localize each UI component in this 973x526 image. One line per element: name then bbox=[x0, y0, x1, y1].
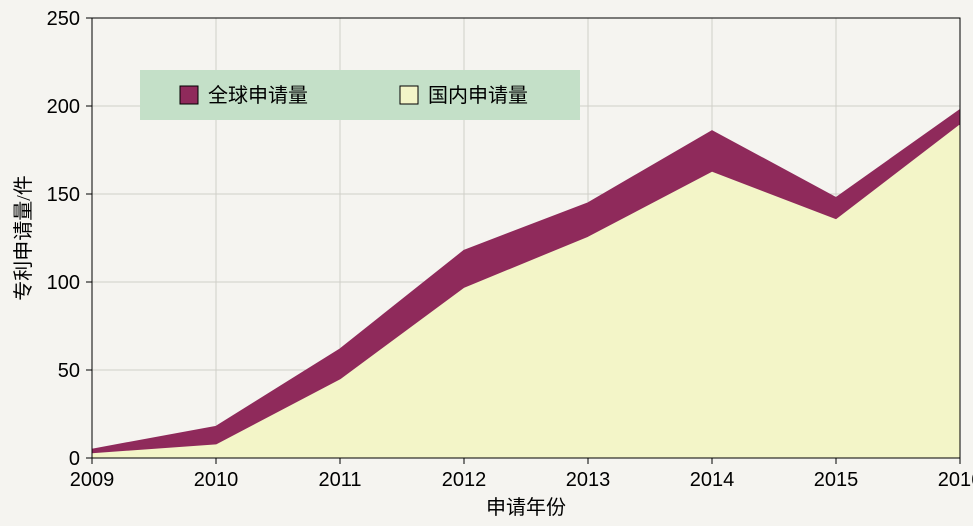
y-tick-label: 100 bbox=[47, 272, 80, 294]
x-tick-label: 2015 bbox=[814, 469, 859, 491]
y-tick-label: 50 bbox=[58, 360, 80, 382]
legend: 全球申请量 国内申请量 bbox=[140, 70, 580, 120]
legend-swatch bbox=[180, 86, 198, 104]
y-tick-label: 0 bbox=[69, 448, 80, 470]
y-tick-label: 150 bbox=[47, 184, 80, 206]
x-tick-label: 2009 bbox=[70, 469, 115, 491]
legend-label: 全球申请量 bbox=[208, 84, 308, 107]
x-tick-label: 2012 bbox=[442, 469, 487, 491]
area-chart: 0 50 100 150 200 250 2009 2010 2011 2012 2013 2014 2… bbox=[0, 0, 973, 526]
legend-swatch bbox=[400, 86, 418, 104]
legend-label: 国内申请量 bbox=[428, 84, 528, 107]
x-tick-label: 2013 bbox=[566, 469, 611, 491]
x-tick-label: 2016 bbox=[938, 469, 973, 491]
y-tick-label: 250 bbox=[47, 8, 80, 30]
x-tick-label: 2010 bbox=[194, 469, 239, 491]
x-tick-label: 2011 bbox=[318, 469, 361, 491]
chart-container: 0 50 100 150 200 250 2009 2010 2011 2012 2013 2014 2… bbox=[0, 0, 973, 526]
y-tick-label: 200 bbox=[47, 96, 80, 118]
x-axis-title: 申请年份 bbox=[486, 496, 566, 519]
y-axis-title: 专利申请量/件 bbox=[12, 175, 35, 301]
x-tick-label: 2014 bbox=[690, 469, 735, 491]
